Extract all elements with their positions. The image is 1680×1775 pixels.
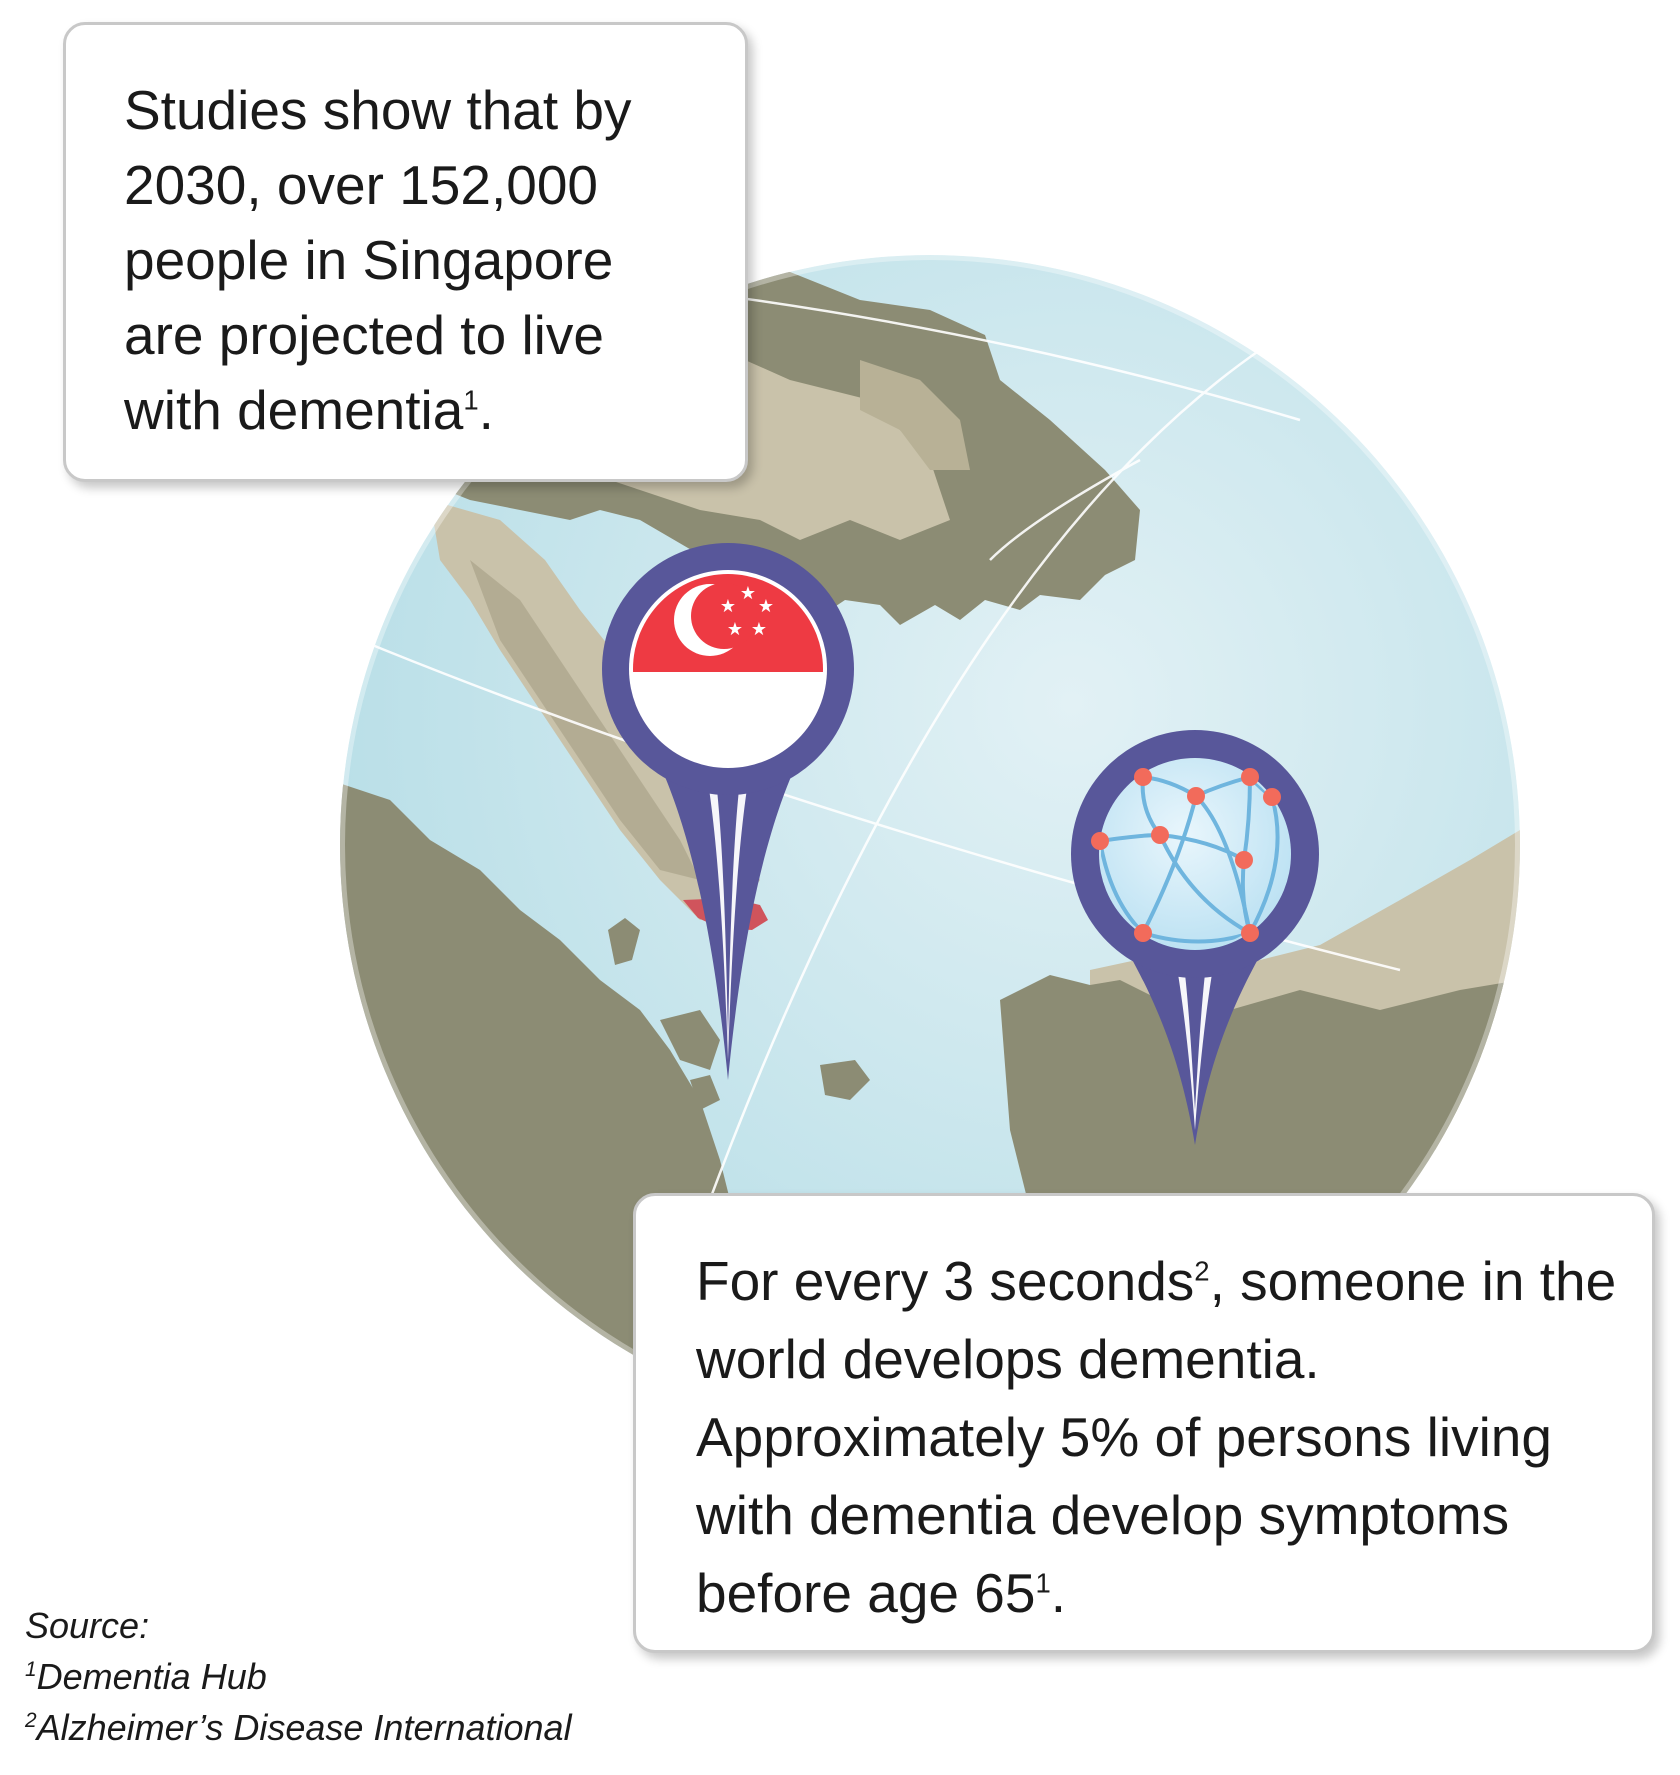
source-name: Dementia Hub [36,1656,267,1697]
callout-singapore-projection: Studies show that by 2030, over 152,000 … [63,22,748,482]
callout-world-text-2: , someone in the world develops dementia… [696,1250,1617,1624]
land-island-4 [820,1060,870,1100]
callout-singapore-end: . [478,379,494,441]
source-item: 1Dementia Hub [25,1651,572,1702]
source-number: 2 [25,1709,37,1732]
land-borneo [1000,975,1520,1250]
land-island-3 [690,1075,720,1110]
svg-text:★: ★ [727,619,743,640]
land-mainland-light-2 [860,360,970,470]
singapore-flag-pin-icon: ★ ★ ★ ★ ★ [602,543,854,1080]
land-island-2 [660,1010,720,1070]
sources-list: Source: 1Dementia Hub 2Alzheimer’s Disea… [25,1600,572,1753]
callout-world-text-1: For every 3 seconds [696,1250,1195,1312]
source-number: 1 [25,1658,37,1681]
sources-heading: Source: [25,1605,150,1646]
source-item: 2Alzheimer’s Disease International [25,1702,572,1753]
svg-text:★: ★ [751,619,767,640]
source-name: Alzheimer’s Disease International [36,1707,572,1748]
callout-world-dementia: For every 3 seconds2, someone in the wor… [633,1193,1655,1653]
svg-text:★: ★ [758,596,774,617]
footnote-ref-1: 1 [463,384,479,416]
land-island-1 [608,918,640,965]
callout-world-end: . [1050,1562,1067,1624]
svg-text:★: ★ [720,596,736,617]
land-peninsula-shade [470,560,700,880]
footnote-ref-1b: 1 [1035,1567,1051,1599]
svg-text:★: ★ [740,583,756,604]
footnote-ref-2: 2 [1194,1255,1210,1287]
network-globe-pin-icon [1071,730,1319,1145]
callout-singapore-text: Studies show that by 2030, over 152,000 … [124,79,632,441]
